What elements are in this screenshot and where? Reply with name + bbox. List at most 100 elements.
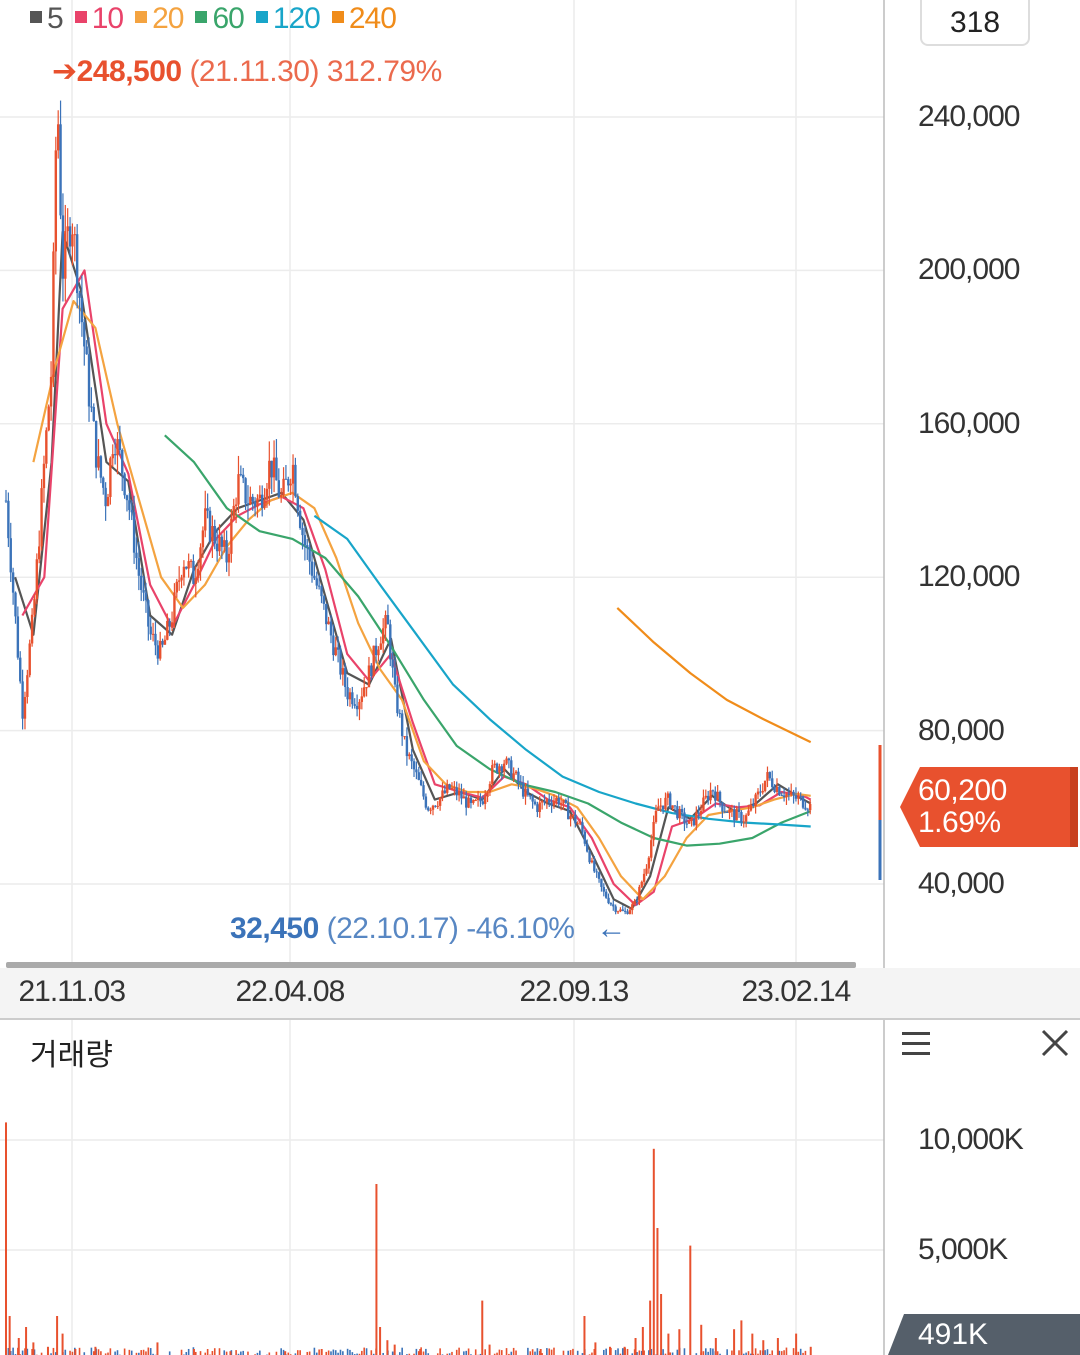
candle bbox=[256, 494, 259, 518]
legend-ma-10[interactable]: 10 bbox=[74, 2, 124, 35]
candle bbox=[521, 776, 525, 799]
candle bbox=[666, 791, 670, 806]
volume-bar bbox=[656, 1228, 659, 1355]
candle bbox=[315, 571, 318, 590]
volume-bar bbox=[332, 1349, 335, 1355]
candle bbox=[661, 805, 665, 814]
volume-bar bbox=[695, 1353, 698, 1355]
low-price: 32,450 bbox=[230, 912, 319, 945]
candle bbox=[808, 799, 812, 815]
candle bbox=[11, 567, 15, 605]
candle bbox=[438, 797, 442, 811]
right-arrow-icon: ➔ bbox=[52, 55, 77, 88]
candle bbox=[493, 760, 496, 768]
hamburger-menu-icon[interactable] bbox=[902, 1032, 930, 1056]
volume-bar bbox=[299, 1350, 301, 1355]
candle bbox=[697, 805, 700, 820]
volume-bar bbox=[375, 1184, 378, 1355]
volume-bar bbox=[754, 1348, 757, 1355]
legend-swatch bbox=[255, 11, 268, 24]
candle bbox=[714, 786, 717, 808]
candle bbox=[408, 752, 411, 760]
candle bbox=[778, 785, 781, 796]
horizontal-scrollbar[interactable] bbox=[6, 962, 856, 968]
candle bbox=[272, 440, 276, 493]
volume-bar bbox=[284, 1351, 287, 1355]
candle bbox=[97, 439, 100, 471]
candle bbox=[75, 224, 79, 309]
candle bbox=[462, 788, 466, 799]
candle bbox=[294, 457, 297, 498]
volume-bar bbox=[700, 1324, 703, 1355]
legend-ma-5[interactable]: 5 bbox=[30, 2, 64, 35]
candle bbox=[621, 905, 624, 912]
candle bbox=[151, 622, 155, 642]
volume-bar bbox=[46, 1346, 49, 1355]
candle bbox=[593, 856, 596, 873]
candle bbox=[296, 493, 299, 517]
candle bbox=[21, 669, 24, 730]
candle bbox=[47, 404, 50, 432]
candle bbox=[427, 806, 430, 812]
candle bbox=[263, 488, 266, 510]
volume-bar bbox=[766, 1349, 769, 1355]
candle bbox=[156, 640, 160, 665]
candle bbox=[116, 432, 119, 475]
candle bbox=[9, 522, 12, 582]
candle bbox=[763, 780, 767, 793]
candle bbox=[329, 615, 333, 644]
volume-bar bbox=[617, 1348, 619, 1355]
candle bbox=[552, 794, 556, 809]
candle bbox=[664, 792, 667, 811]
candle bbox=[754, 792, 757, 814]
candle bbox=[249, 486, 252, 506]
candle bbox=[237, 455, 240, 513]
candle bbox=[268, 441, 271, 506]
candle bbox=[175, 578, 178, 598]
top-right-count-badge[interactable]: 318 bbox=[920, 0, 1030, 46]
candle bbox=[289, 478, 292, 496]
candle bbox=[140, 567, 143, 602]
candle bbox=[68, 217, 72, 257]
candle bbox=[213, 519, 216, 550]
close-x-icon[interactable] bbox=[1040, 1028, 1070, 1058]
candle bbox=[771, 770, 774, 790]
candle bbox=[512, 767, 515, 783]
volume-bar bbox=[64, 1349, 67, 1355]
legend-ma-120[interactable]: 120 bbox=[255, 2, 321, 35]
x-tick-label: 23.02.14 bbox=[741, 975, 852, 1008]
candle bbox=[391, 651, 394, 678]
y-tick-label: 240,000 bbox=[918, 100, 1020, 133]
candle bbox=[536, 801, 539, 818]
candle bbox=[239, 465, 243, 477]
candle bbox=[626, 908, 629, 915]
candle bbox=[85, 340, 88, 355]
candle bbox=[19, 651, 22, 684]
candle bbox=[623, 907, 627, 915]
candle bbox=[680, 804, 684, 820]
candle bbox=[794, 787, 798, 802]
candle bbox=[64, 204, 67, 302]
price-chart[interactable] bbox=[0, 0, 1080, 1020]
volume-chart[interactable] bbox=[0, 1020, 1080, 1355]
candle bbox=[102, 476, 105, 495]
volume-bar bbox=[641, 1327, 644, 1355]
volume-bar bbox=[778, 1350, 781, 1355]
volume-bar bbox=[313, 1347, 316, 1355]
candle bbox=[389, 619, 392, 667]
candle bbox=[180, 574, 183, 589]
volume-bar bbox=[408, 1353, 411, 1355]
candle bbox=[211, 515, 214, 559]
legend-ma-240[interactable]: 240 bbox=[331, 2, 397, 35]
volume-bar bbox=[90, 1347, 93, 1355]
candle bbox=[317, 574, 321, 590]
volume-bar bbox=[140, 1350, 143, 1355]
volume-bar bbox=[740, 1320, 743, 1355]
candle bbox=[225, 530, 228, 572]
legend-ma-60[interactable]: 60 bbox=[195, 2, 245, 35]
candle bbox=[716, 784, 719, 802]
volume-bar bbox=[493, 1353, 496, 1355]
volume-bar bbox=[593, 1349, 596, 1355]
legend-ma-20[interactable]: 20 bbox=[135, 2, 184, 35]
current-price: 60,200 bbox=[918, 774, 1007, 807]
